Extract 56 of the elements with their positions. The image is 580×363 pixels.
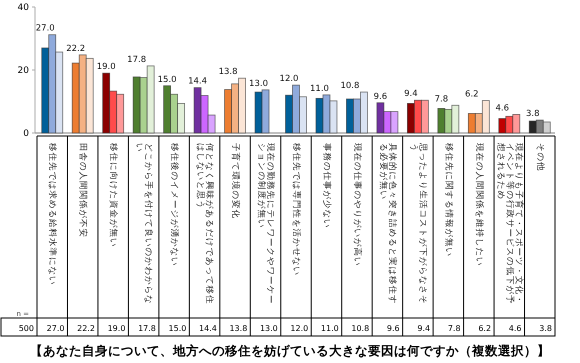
text: 13.0 bbox=[249, 78, 268, 89]
text: 4.6 bbox=[496, 103, 510, 114]
text: 500 bbox=[18, 324, 34, 333]
x-tick-label: その他 bbox=[534, 143, 546, 172]
text: 15.0 bbox=[158, 74, 177, 85]
data-label: 10.8 bbox=[351, 324, 370, 333]
x-tick-label: 移住先では専門性を活かせない bbox=[291, 143, 302, 276]
x-tick-label: 現在の勤務先にテレワークやワーケーションの制度が無い bbox=[256, 143, 276, 304]
data-label: 11.0 bbox=[320, 324, 339, 333]
y-tick-label: 20 bbox=[18, 66, 30, 76]
x-tick-label: 移住に向けた資金が無い bbox=[108, 143, 120, 248]
x-tick-label: 思ったより生活コストが下がらなさそう bbox=[408, 142, 428, 304]
data-label: 13.8 bbox=[229, 324, 248, 333]
data-label: 17.8 bbox=[138, 324, 156, 333]
data-label: 3.8 bbox=[539, 324, 552, 333]
text: 13.8 bbox=[218, 67, 238, 78]
text: 3.8 bbox=[526, 109, 540, 120]
text: 11.0 bbox=[310, 84, 329, 94]
text: 19.0 bbox=[96, 62, 116, 72]
x-tick-label: 移住先では求める給料水準にない bbox=[47, 143, 58, 286]
data-label: 9.4 bbox=[417, 324, 430, 333]
text: 12.0 bbox=[280, 74, 298, 84]
x-tick-label: 具体的に色々突き詰めると実は移住する必要が無い bbox=[378, 143, 398, 304]
text: 10.8 bbox=[340, 81, 360, 92]
text: 7.8 bbox=[434, 94, 448, 104]
x-tick-label: 現在よりも子育て・スポーツ・文化・イベント等の行政サービスの低下が予想されるため bbox=[495, 142, 524, 304]
x-tick-label: 移住後のイメージが湧かない bbox=[169, 143, 180, 266]
text: 27.0 bbox=[36, 24, 55, 34]
x-tick-label: 現在の仕事のやりがいが高い bbox=[352, 143, 363, 266]
data-label: 6.2 bbox=[478, 324, 492, 333]
text: 17.8 bbox=[127, 54, 146, 65]
text: 22.2 bbox=[66, 44, 86, 54]
x-tick-label: どこから手を付けて良いのかわからない bbox=[134, 143, 154, 304]
data-label: 15.0 bbox=[168, 324, 186, 333]
x-tick-label: 移住先に関する情報が無い bbox=[443, 143, 454, 257]
x-tick-label: 田舎の人間関係が不安 bbox=[78, 143, 89, 238]
y-tick-label: 0 bbox=[23, 129, 30, 140]
text: 14.4 bbox=[188, 76, 208, 87]
data-label: 7.8 bbox=[448, 324, 461, 333]
x-tick-label: 子育て環境の変化 bbox=[230, 143, 242, 219]
text: 9.6 bbox=[374, 92, 388, 102]
data-label: 9.6 bbox=[386, 324, 400, 333]
data-label: 27.0 bbox=[46, 324, 64, 333]
y-tick-label: 40 bbox=[18, 3, 30, 14]
text: 9.4 bbox=[404, 89, 418, 100]
x-tick-label: 何となく興味があるだけであって移住はしないと思う bbox=[195, 143, 216, 304]
data-label: 22.2 bbox=[77, 324, 95, 333]
data-label: 14.4 bbox=[199, 324, 217, 333]
data-label: 13.0 bbox=[260, 324, 278, 333]
data-label: 19.0 bbox=[108, 324, 126, 333]
x-tick-label: 事務の仕事が少ない bbox=[321, 143, 332, 228]
x-tick-label: 現在の人間関係を維持したい bbox=[474, 143, 485, 266]
text: 6.2 bbox=[465, 90, 479, 100]
data-label: 4.6 bbox=[508, 324, 522, 333]
data-label: 12.0 bbox=[290, 324, 308, 333]
text: 【あなた自身について、地方への移住を妨げている大きな要因は何ですか（複数選択）】 bbox=[30, 343, 550, 358]
